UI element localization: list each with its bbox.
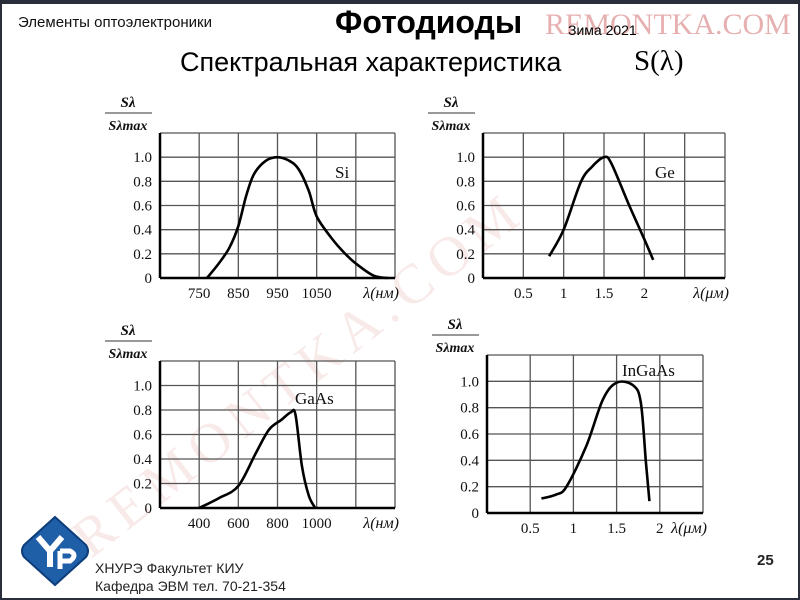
- y-tick-label: 0.8: [133, 174, 152, 190]
- material-label: Si: [335, 163, 349, 182]
- y-axis-label-denominator: Sλmax: [432, 119, 471, 134]
- subtitle-symbol: S(λ): [634, 45, 684, 77]
- x-tick-label: 850: [227, 286, 250, 302]
- material-label: GaAs: [295, 389, 334, 408]
- y-tick-label: 0: [468, 271, 476, 287]
- material-label: InGaAs: [622, 361, 675, 380]
- x-tick-label: 800: [266, 516, 289, 532]
- chart-ingaas: 0 0.2 0.4 0.6 0.8 1.0 0.5 1 1.5 2 λ(μм) Sλ Sλmax InGa…: [432, 317, 707, 537]
- chart-si: 0 0.2 0.4 0.6 0.8 1.0 750 850 950 1050 λ(нм) Sλ Sλma…: [105, 95, 399, 302]
- x-tick-label: 1000: [302, 516, 332, 532]
- watermark: REMONTKA.COM: [545, 8, 791, 41]
- y-tick-label: 0.8: [460, 401, 479, 417]
- x-tick-label: 2: [656, 521, 664, 537]
- x-tick-label: 1050: [302, 286, 332, 302]
- y-axis-label-denominator: Sλmax: [436, 341, 475, 356]
- y-tick-label: 0.4: [133, 452, 152, 468]
- y-tick-label: 1.0: [133, 379, 152, 395]
- y-tick-label: 0.2: [133, 247, 152, 263]
- x-tick-label: 1.5: [595, 286, 614, 302]
- y-tick-label: 0: [472, 506, 480, 522]
- x-tick-label: 1: [560, 286, 568, 302]
- y-axis-label-denominator: Sλmax: [109, 119, 148, 134]
- y-tick-label: 0.6: [460, 427, 479, 443]
- y-tick-label: 0.6: [133, 199, 152, 215]
- x-tick-label: 600: [227, 516, 250, 532]
- university-logo: [21, 515, 89, 587]
- x-tick-label: 750: [188, 286, 211, 302]
- page-number: 25: [757, 552, 774, 569]
- y-tick-label: 0.6: [133, 428, 152, 444]
- y-tick-label: 0.4: [456, 223, 475, 239]
- y-tick-label: 0.4: [460, 453, 479, 469]
- y-tick-label: 0.2: [460, 480, 479, 496]
- x-tick-label: 0.5: [521, 521, 540, 537]
- slide-subject: Элементы оптоэлектроники: [18, 14, 212, 31]
- chart-gaas: 0 0.2 0.4 0.6 0.8 1.0 400 600 800 1000 λ(нм) Sλ Sλma…: [105, 323, 399, 532]
- x-tick-label: 1.5: [607, 521, 626, 537]
- x-axis-label: λ(μм): [670, 520, 707, 537]
- spectral-curve-si: [205, 155, 389, 280]
- y-axis-label-denominator: Sλmax: [109, 347, 148, 362]
- chart-ge: 0 0.2 0.4 0.6 0.8 1.0 0.5 1 1.5 2 λ(μм) Sλ Sλmax Ge: [428, 95, 729, 302]
- y-tick-label: 0.4: [133, 223, 152, 239]
- y-tick-label: 0.8: [133, 403, 152, 419]
- y-tick-label: 0.8: [456, 174, 475, 190]
- slide-title: Фотодиоды: [335, 4, 523, 40]
- y-tick-label: 0: [145, 271, 153, 287]
- y-axis-label-numerator: Sλ: [444, 95, 459, 111]
- footer-university: ХНУРЭ Факультет КИУ: [95, 560, 244, 576]
- y-tick-label: 0: [145, 501, 153, 517]
- y-tick-label: 1.0: [456, 150, 475, 166]
- spectral-curve-ge: [548, 155, 655, 261]
- x-axis-label: λ(нм): [362, 515, 399, 532]
- y-tick-label: 0.6: [456, 199, 475, 215]
- x-tick-label: 400: [188, 516, 211, 532]
- y-tick-label: 0.2: [133, 477, 152, 493]
- footer-department: Кафедра ЭВМ тел. 70-21-354: [95, 578, 286, 594]
- y-axis-label-numerator: Sλ: [121, 95, 136, 111]
- x-tick-label: 950: [266, 286, 289, 302]
- spectral-curve-gaas: [198, 408, 317, 510]
- x-tick-label: 2: [641, 286, 649, 302]
- y-tick-label: 1.0: [133, 150, 152, 166]
- y-axis-label-numerator: Sλ: [448, 317, 463, 333]
- y-tick-label: 0.2: [456, 247, 475, 263]
- slide-season: Зима 2021: [568, 22, 637, 38]
- slide-subtitle: Спектральная характеристика: [180, 47, 562, 77]
- x-axis-label: λ(нм): [362, 285, 399, 302]
- y-tick-label: 1.0: [460, 374, 479, 390]
- y-axis-label-numerator: Sλ: [121, 323, 136, 339]
- material-label: Ge: [655, 163, 675, 182]
- x-tick-label: 1: [570, 521, 578, 537]
- x-tick-label: 0.5: [514, 286, 533, 302]
- x-axis-label: λ(μм): [692, 285, 729, 302]
- spectral-curve-ingaas: [541, 380, 651, 502]
